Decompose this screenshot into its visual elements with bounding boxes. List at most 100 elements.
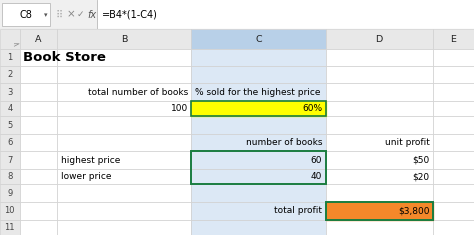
Bar <box>326 101 433 116</box>
Text: $20: $20 <box>412 172 429 181</box>
Text: 1: 1 <box>7 53 12 62</box>
Bar <box>20 184 57 202</box>
Text: D: D <box>375 35 383 44</box>
Bar <box>0 49 20 66</box>
Bar <box>191 219 326 235</box>
Text: total number of books: total number of books <box>88 88 188 97</box>
Text: ⠿: ⠿ <box>55 10 63 20</box>
Text: % sold for the highest price: % sold for the highest price <box>195 88 320 97</box>
Text: highest price: highest price <box>61 156 120 165</box>
Bar <box>433 134 474 151</box>
Bar <box>57 151 191 169</box>
Text: 6: 6 <box>7 138 12 147</box>
Text: 100: 100 <box>171 104 188 113</box>
Bar <box>191 83 326 101</box>
Text: ▾: ▾ <box>44 12 47 18</box>
Text: 40: 40 <box>311 172 322 181</box>
Bar <box>57 219 191 235</box>
Bar <box>57 184 191 202</box>
Text: C: C <box>255 35 262 44</box>
Bar <box>326 116 433 134</box>
Text: C8: C8 <box>19 10 33 20</box>
Text: 5: 5 <box>7 121 12 129</box>
Bar <box>20 169 57 184</box>
Text: lower price: lower price <box>61 172 111 181</box>
Bar <box>0 83 20 101</box>
Text: B: B <box>121 35 128 44</box>
Bar <box>191 116 326 134</box>
Bar <box>433 116 474 134</box>
Bar <box>20 29 57 49</box>
Bar <box>0 202 20 219</box>
Bar <box>0 184 20 202</box>
Bar <box>326 66 433 83</box>
Bar <box>191 66 326 83</box>
Bar <box>57 83 191 101</box>
Bar <box>433 101 474 116</box>
Text: 8: 8 <box>7 172 12 181</box>
Text: =B4*(1-C4): =B4*(1-C4) <box>102 10 158 20</box>
Bar <box>191 151 326 169</box>
Bar <box>20 134 57 151</box>
Bar <box>433 66 474 83</box>
Bar <box>326 184 433 202</box>
Bar <box>326 134 433 151</box>
Text: 11: 11 <box>5 223 15 232</box>
Bar <box>57 169 191 184</box>
Bar <box>20 101 57 116</box>
Text: fx: fx <box>87 10 96 20</box>
Bar <box>57 116 191 134</box>
Bar <box>57 134 191 151</box>
Bar <box>191 134 326 151</box>
Bar <box>0 116 20 134</box>
Text: ×: × <box>67 10 75 20</box>
Text: 4: 4 <box>7 104 12 113</box>
Text: number of books: number of books <box>246 138 322 147</box>
Bar <box>326 202 433 219</box>
Bar <box>191 202 326 219</box>
Bar <box>2 3 50 26</box>
Bar <box>433 169 474 184</box>
Bar <box>57 101 191 116</box>
Text: Book Store: Book Store <box>24 51 106 64</box>
Bar <box>191 49 326 66</box>
Bar <box>20 151 57 169</box>
Bar <box>326 202 433 219</box>
Text: 3: 3 <box>7 88 12 97</box>
Text: A: A <box>35 35 42 44</box>
Bar <box>20 116 57 134</box>
Bar <box>326 151 433 169</box>
Bar <box>191 101 326 116</box>
Bar <box>57 29 191 49</box>
Bar <box>433 219 474 235</box>
Text: 10: 10 <box>5 206 15 215</box>
Bar <box>326 83 433 101</box>
Bar <box>191 101 326 116</box>
Bar <box>20 219 57 235</box>
Bar <box>326 29 433 49</box>
Bar <box>191 29 326 49</box>
Text: $3,800: $3,800 <box>398 206 429 215</box>
Bar <box>20 66 57 83</box>
Bar <box>57 202 191 219</box>
Text: total profit: total profit <box>274 206 322 215</box>
Bar <box>0 134 20 151</box>
Bar <box>0 66 20 83</box>
Bar <box>433 184 474 202</box>
Bar <box>0 219 20 235</box>
Text: $50: $50 <box>412 156 429 165</box>
Text: 7: 7 <box>7 156 12 165</box>
Bar <box>433 29 474 49</box>
Text: 60: 60 <box>311 156 322 165</box>
Text: 2: 2 <box>7 70 12 79</box>
Bar <box>57 49 191 66</box>
Bar <box>433 151 474 169</box>
Text: unit profit: unit profit <box>385 138 429 147</box>
Bar <box>0 169 20 184</box>
Bar <box>326 169 433 184</box>
Bar <box>57 66 191 83</box>
Bar <box>191 184 326 202</box>
Bar <box>191 151 326 184</box>
Bar <box>191 101 326 116</box>
Bar <box>20 202 57 219</box>
